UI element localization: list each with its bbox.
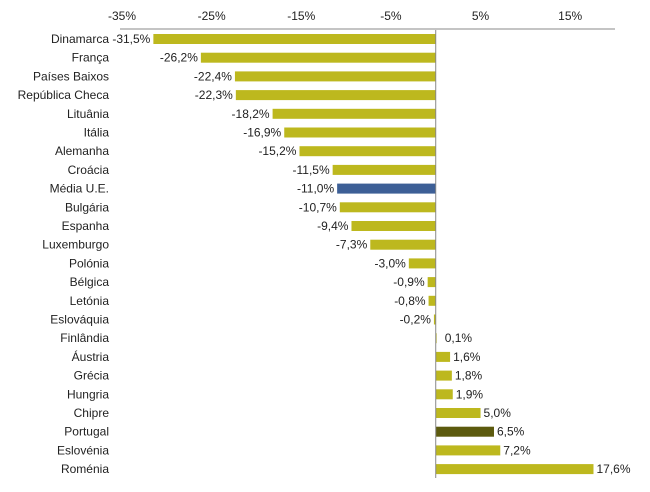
bar-espanha	[351, 221, 436, 231]
data-label: -31,5%	[112, 32, 150, 46]
bar-chipre	[435, 408, 481, 418]
bar-pa-ses-baixos	[234, 71, 436, 82]
data-label: -0,9%	[393, 275, 425, 289]
bar-portugal	[435, 426, 494, 437]
bar-alemanha	[299, 146, 436, 157]
category-label: Dinamarca	[51, 32, 109, 46]
bar-let-nia	[428, 295, 436, 306]
category-label: Roménia	[61, 462, 109, 476]
bar-gr-cia	[435, 370, 452, 381]
category-label: Chipre	[74, 406, 110, 420]
data-label: -10,7%	[299, 200, 337, 214]
bar-luxemburgo	[370, 239, 436, 250]
data-label: 7,2%	[503, 443, 531, 457]
data-label: 1,9%	[456, 387, 484, 401]
category-label: Croácia	[68, 163, 110, 177]
data-label: 0,1%	[445, 331, 473, 345]
x-tick-label: -35%	[108, 9, 136, 23]
data-label: 5,0%	[484, 406, 512, 420]
bar-eslov-quia	[433, 314, 436, 325]
x-tick-label: 5%	[472, 9, 490, 23]
data-label: -3,0%	[374, 256, 406, 270]
category-label: República Checa	[18, 88, 110, 102]
category-label: Países Baixos	[33, 69, 109, 83]
data-label: -11,5%	[293, 163, 330, 177]
bar-fran-a	[200, 52, 436, 63]
data-label: -7,3%	[336, 238, 368, 252]
data-label: 1,6%	[453, 350, 481, 364]
bar-cro-cia	[332, 164, 436, 175]
data-label: -0,2%	[400, 313, 432, 327]
data-label: -26,2%	[160, 51, 198, 65]
category-label: Lituânia	[67, 107, 109, 121]
category-labels: Dinamarca França Países Baixos República Ch…	[18, 32, 110, 476]
bar-b-lgica	[427, 277, 436, 288]
bar-hungria	[435, 389, 453, 400]
data-label: 1,8%	[455, 369, 483, 383]
x-tick-label: -15%	[287, 9, 315, 23]
bars	[153, 34, 594, 475]
data-label: -16,9%	[243, 126, 281, 140]
category-label: Hungria	[67, 387, 109, 401]
category-label: França	[72, 51, 110, 65]
x-tick-label: -25%	[198, 9, 226, 23]
category-label: Polónia	[69, 256, 109, 270]
bar-eslov-nia	[435, 445, 501, 456]
data-label: -11,0%	[297, 182, 334, 196]
x-axis-ticks: -35% -25% -15% -5% 5% 15%	[108, 9, 583, 23]
data-label: -18,2%	[232, 107, 270, 121]
category-label: Bélgica	[70, 275, 110, 289]
category-label: Luxemburgo	[42, 238, 109, 252]
category-label: Eslováquia	[50, 313, 109, 327]
category-label: Bulgária	[65, 200, 109, 214]
bar-bulg-ria	[339, 202, 436, 213]
bar-m-dia-u-e-	[337, 183, 436, 194]
data-label: 17,6%	[596, 462, 630, 476]
category-label: Média U.E.	[50, 182, 109, 196]
data-label: -22,4%	[194, 69, 232, 83]
bar-dinamarca	[153, 34, 436, 44]
category-label: Letónia	[70, 294, 110, 308]
category-label: Áustria	[72, 349, 110, 364]
category-label: Grécia	[74, 369, 110, 383]
bar-rom-nia	[435, 464, 594, 475]
bar-it-lia	[284, 127, 436, 138]
category-label: Espanha	[62, 219, 110, 233]
data-label: -15,2%	[258, 144, 296, 158]
bar-rep-blica-checa	[235, 90, 436, 101]
category-label: Alemanha	[55, 144, 109, 158]
data-label: 6,5%	[497, 425, 525, 439]
category-label: Eslovénia	[57, 443, 109, 457]
value-labels: -31,5% -26,2% -22,4% -22,3% -18,2% -16,9% -15,…	[112, 32, 631, 476]
category-label: Finlândia	[60, 331, 109, 345]
category-label: Itália	[84, 126, 110, 140]
data-label: -22,3%	[195, 88, 233, 102]
bar-pol-nia	[408, 258, 436, 269]
data-label: -9,4%	[317, 219, 349, 233]
x-tick-label: 15%	[558, 9, 582, 23]
x-tick-label: -5%	[380, 9, 402, 23]
category-label: Portugal	[64, 425, 109, 439]
bar-litu-nia	[272, 108, 436, 119]
bar--ustria	[435, 351, 451, 362]
data-label: -0,8%	[394, 294, 426, 308]
